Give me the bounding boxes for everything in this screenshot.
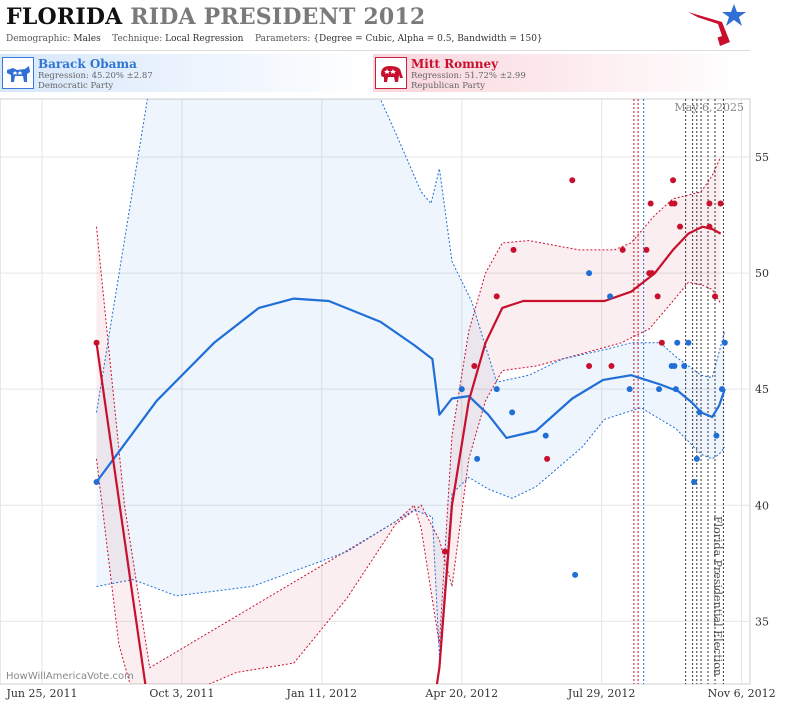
regression-line [95,225,722,684]
poll-point [458,386,465,393]
y-tick-label: 50 [755,267,769,280]
date-stamp: May 6, 2025 [674,101,744,114]
poll-point [706,223,713,230]
poll-point [586,270,593,277]
poll-point [693,455,700,462]
candidate-name: Barack Obama [38,57,137,71]
x-tick-label: Jul 29, 2012 [567,687,636,700]
subtitle: Demographic: Males Technique: Local Regr… [6,34,543,44]
poll-point [647,200,654,207]
poll-point [474,455,481,462]
demographic-label: Demographic: [6,34,71,44]
poll-point [670,177,677,184]
poll-point [721,339,728,346]
y-tick-label: 45 [755,383,769,396]
poll-point [674,339,681,346]
poll-point [643,246,650,253]
upper-bound-line [96,156,722,669]
credit-label: HowWillAmericaVote.com [6,671,134,682]
poll-point [672,386,679,393]
plot-area [0,98,751,685]
poll-point [685,339,692,346]
democrat-donkey-icon [2,57,34,89]
poll-point [572,571,579,578]
poll-point [493,386,500,393]
poll-point [671,362,678,369]
poll-point [510,246,517,253]
candidate-obama: Barack Obama Regression: 45.20% ±2.87 De… [0,54,371,92]
poll-point [607,293,614,300]
poll-point [713,432,720,439]
confidence-bands [96,99,725,684]
poll-point [619,246,626,253]
poll-point [658,339,665,346]
x-tick-label: Jun 25, 2011 [5,687,77,700]
poll-point [649,270,656,277]
poll-point [608,362,615,369]
poll-point [717,200,724,207]
upper-bound-line [96,99,726,413]
poll-point [696,409,703,416]
candidate-party: Republican Party [411,81,485,91]
poll-point [441,548,448,555]
y-axis: 35 40 45 50 55 [755,151,769,628]
regression-lines [95,225,726,684]
poll-point [691,479,698,486]
technique-label: Technique: [112,34,163,44]
poll-point [626,386,633,393]
date-markers [633,99,724,684]
parameters-label: Parameters: [254,34,311,44]
header: FLORIDA RIDA PRESIDENT 2012 Demographic:… [0,0,750,51]
event-label: Florida Presidential Election [711,516,724,676]
page-title: FLORIDA RIDA PRESIDENT 2012 [6,4,425,30]
candidate-party: Democratic Party [38,81,114,91]
poll-point [706,200,713,207]
x-tick-label: Oct 3, 2011 [149,687,214,700]
republican-elephant-icon [375,57,407,89]
regression-line [95,297,726,483]
lower-bound-line [96,281,722,684]
poll-point [654,293,661,300]
poll-points [93,177,728,578]
poll-point [493,293,500,300]
poll-point [93,479,100,486]
poll-point [671,200,678,207]
poll-point [712,293,719,300]
poll-point [656,386,663,393]
y-tick-label: 35 [755,615,769,628]
confidence-band [96,157,721,684]
poll-point [586,362,593,369]
poll-point [471,362,478,369]
poll-point [544,455,551,462]
lower-bound-line [96,407,726,657]
candidate-name: Mitt Romney [411,57,499,71]
poll-point [93,339,100,346]
star-logo-icon [688,4,746,46]
candidate-romney: Mitt Romney Regression: 51.72% ±2.99 Rep… [373,54,744,92]
technique-value: Local Regression [165,34,244,44]
title-rest: RIDA PRESIDENT 2012 [130,4,426,30]
parameters-value: {Degree = Cubic, Alpha = 0.5, Bandwidth … [313,34,543,44]
candidate-regression: Regression: 45.20% ±2.87 [38,71,153,81]
poll-point [719,386,726,393]
confidence-bounds [96,99,726,684]
candidate-regression: Regression: 51.72% ±2.99 [411,71,526,81]
poll-point [542,432,549,439]
x-tick-label: Jan 11, 2012 [286,687,358,700]
x-axis: Jun 25, 2011 Oct 3, 2011 Jan 11, 2012 Apr 2… [5,687,775,700]
grid [0,99,750,684]
poll-point [677,223,684,230]
poll-point [681,362,688,369]
confidence-band [96,99,725,657]
x-tick-label: Nov 6, 2012 [708,687,776,700]
x-tick-label: Apr 20, 2012 [424,687,498,700]
poll-point [509,409,516,416]
y-tick-label: 40 [755,499,769,512]
poll-point [569,177,576,184]
title-state: FLORIDA [6,4,123,30]
y-tick-label: 55 [755,151,769,164]
demographic-value: Males [73,34,101,44]
